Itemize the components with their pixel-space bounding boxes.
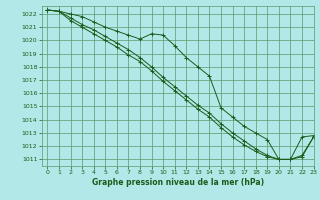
X-axis label: Graphe pression niveau de la mer (hPa): Graphe pression niveau de la mer (hPa): [92, 178, 264, 187]
